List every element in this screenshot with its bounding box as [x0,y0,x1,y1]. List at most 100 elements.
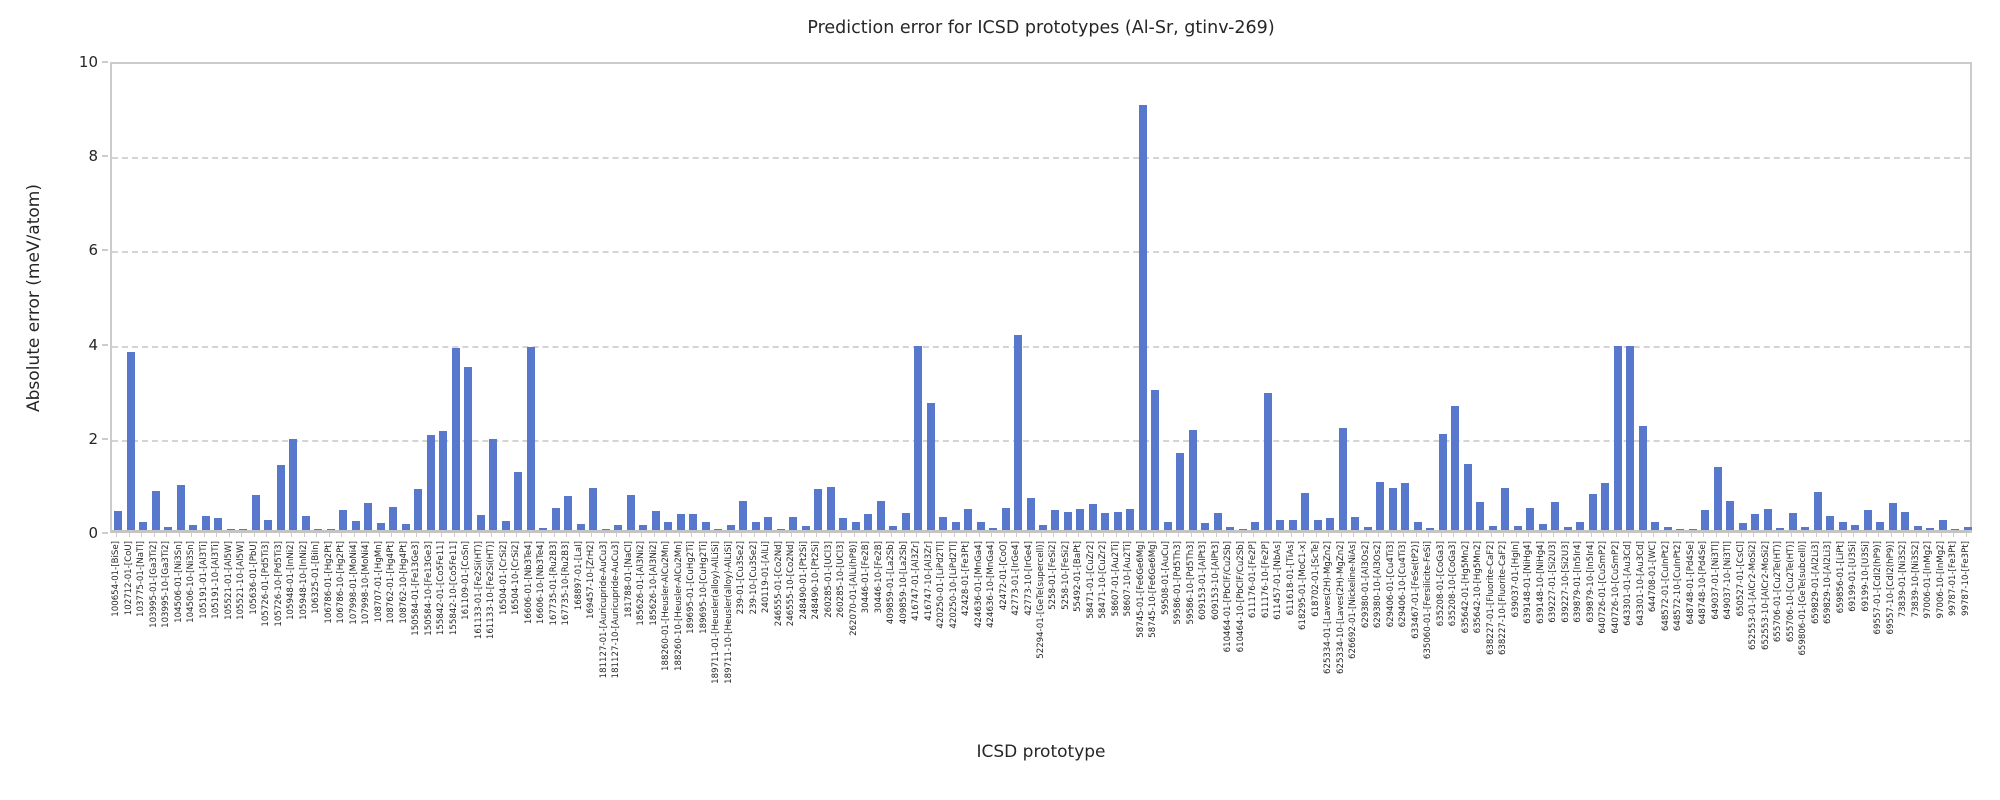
x-tick-mark [1940,533,1942,537]
bar [1039,525,1047,530]
x-tick-label: 643301-01-[Au3Cd] [1623,541,1634,626]
bar [814,489,823,530]
chart-title: Prediction error for ICSD prototypes (Al… [807,18,1275,38]
bar [1463,464,1472,530]
bar [1351,517,1360,530]
x-tick-label: 189695-01-[CuHg2Ti] [686,541,697,634]
bar [751,522,760,530]
x-tick-label: 659829-10-[Al2Li3] [1823,541,1834,625]
x-tick-mark [1928,533,1930,537]
x-tick-label: 639879-01-[In5Ir4] [1573,541,1584,623]
bar [1726,501,1735,530]
x-tick-label: 58471-10-[CuZr2] [1098,541,1109,619]
x-tick-mark [916,533,918,537]
x-tick-label: 58745-10-[Fe6Ge6Mg] [1148,541,1159,638]
bar [1188,430,1197,530]
bar [1213,513,1222,530]
bar [226,529,235,530]
x-tick-label: 168897-01-[LaI] [573,541,584,611]
x-tick-label: 610464-01-[PbClF/Cu2Sb] [1223,541,1234,653]
x-tick-label: 106786-10-[Hg2Pt] [336,541,347,624]
bar [1026,498,1035,530]
x-tick-label: 58745-01-[Fe6Ge6Mg] [1135,541,1146,638]
x-tick-mark [816,533,818,537]
x-tick-mark [678,533,680,537]
bar [689,514,698,530]
x-tick-mark [328,533,330,537]
x-tick-label: 42773-01-[IrGe4] [1011,541,1021,616]
x-tick-mark [841,533,843,537]
x-tick-mark [491,533,493,537]
x-tick-mark [1740,533,1742,537]
x-tick-label: 611457-01-[NbAs] [1273,541,1284,620]
bar [1101,513,1110,530]
x-tick-mark [991,533,992,537]
x-tick-mark [1003,533,1005,537]
y-tick-mark [102,532,108,534]
x-tick-mark [166,533,168,537]
x-tick-label: 100654-01-[BiSe] [111,541,122,617]
x-tick-mark [828,533,830,537]
bar [1738,523,1747,530]
bar [464,367,473,530]
x-tick-mark [691,533,693,537]
x-tick-mark [1328,533,1330,537]
x-tick-mark [1415,533,1417,537]
x-tick-label: 640726-01-[CuSmP2] [1598,541,1609,634]
x-tick-label: 609153-10-[AlPt3] [1210,541,1221,620]
bar [1238,529,1247,530]
x-tick-mark [466,533,468,537]
x-tick-label: 635208-01-[CoGa3] [1435,541,1446,627]
bar [439,431,448,530]
x-tick-label: 105948-01-[InNi2] [286,541,297,620]
x-tick-mark [1465,533,1467,537]
bar [601,529,610,530]
x-tick-label: 59586-10-[Pd5Th3] [1185,541,1196,625]
x-tick-mark [578,533,580,537]
bar [414,489,423,530]
bar [939,517,948,530]
bar [314,529,323,530]
bar [1826,516,1835,530]
x-tick-label: 246555-01-[Co2Nd] [773,541,784,627]
x-tick-label: 648748-10-[Pd4Se] [1698,541,1709,625]
x-tick-mark [1265,533,1267,537]
x-tick-label: 416747-10-[Al3Zr] [923,541,934,621]
x-tick-mark [1953,533,1955,537]
x-tick-label: 16504-01-[CrSi2] [498,541,509,616]
x-tick-mark [1016,533,1017,537]
x-tick-mark [753,533,755,537]
bar [676,514,685,530]
bar [864,514,873,530]
x-tick-label: 639148-10-[NiHg4] [1535,541,1546,624]
bar [1513,526,1522,530]
x-tick-mark [866,533,868,537]
bar [1301,493,1310,530]
x-tick-mark [1290,533,1292,537]
x-tick-mark [541,533,543,537]
x-tick-label: 659856-01-[LiPt] [1835,541,1846,614]
bar [1588,494,1597,530]
x-tick-mark [1553,533,1555,537]
x-tick-mark [1103,533,1105,537]
bar [789,517,798,530]
x-tick-label: 106786-01-[Hg2Pt] [323,541,334,624]
x-tick-mark [1965,533,1967,537]
x-tick-mark [1478,533,1480,537]
x-tick-mark [503,533,505,537]
x-tick-label: 161133-10-[Fe2Si(HT)] [486,541,497,640]
x-tick-mark [1078,533,1080,537]
bar [1363,527,1372,530]
x-tick-mark [1803,533,1805,537]
x-tick-label: 260285-10-[UCl3] [836,541,847,618]
x-tick-mark [1315,533,1317,537]
bar [976,522,985,530]
bar [451,348,460,530]
x-tick-mark [1715,533,1717,537]
x-tick-label: 611176-01-[Fe2P] [1248,541,1259,619]
x-tick-label: 42428-01-[Fe3Pt] [961,541,972,616]
bar [1426,528,1435,530]
x-tick-label: 639148-01-[NiHg4] [1523,541,1534,624]
x-tick-label: 105636-01-[PbU] [248,541,259,615]
x-tick-mark [516,533,518,537]
